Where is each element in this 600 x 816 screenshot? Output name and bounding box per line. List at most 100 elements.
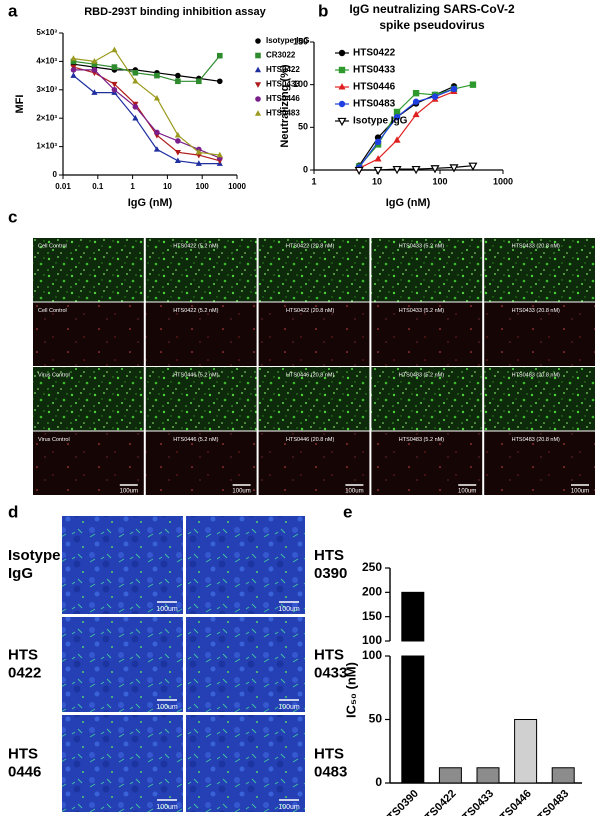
micrograph bbox=[186, 617, 305, 712]
legend-label: HTS0446 bbox=[353, 82, 396, 93]
marker bbox=[111, 46, 118, 53]
marker bbox=[132, 104, 139, 110]
scale-bar-label: 100um bbox=[120, 489, 138, 495]
marker bbox=[216, 151, 223, 158]
panel-letter: c bbox=[8, 207, 17, 226]
series-line bbox=[73, 49, 220, 156]
y-tick-label: 2×10³ bbox=[36, 113, 57, 122]
marker bbox=[154, 72, 160, 79]
legend-label: HTS0422 bbox=[353, 48, 396, 59]
marker bbox=[393, 136, 401, 143]
series-line bbox=[73, 55, 221, 82]
marker bbox=[374, 138, 382, 146]
marker bbox=[153, 94, 161, 101]
scale-bar-label: 100um bbox=[232, 489, 250, 495]
micrograph-label: HTS0433 (5.2 nM) bbox=[399, 243, 444, 249]
micrograph bbox=[484, 302, 595, 366]
y-tick-label: 1×10³ bbox=[36, 142, 57, 151]
micrograph bbox=[145, 367, 257, 431]
micrograph bbox=[484, 367, 595, 431]
legend-marker bbox=[255, 96, 261, 102]
marker bbox=[154, 129, 160, 136]
marker bbox=[70, 67, 77, 73]
y-axis-label: IC₅₀ (nM) bbox=[343, 662, 358, 718]
legend-label: CR3022 bbox=[266, 51, 296, 60]
micrograph-label: HTS0422 (5.2 nM) bbox=[173, 308, 218, 314]
y-tick-label: 0 bbox=[375, 775, 382, 789]
micrograph-label: HTS bbox=[8, 745, 38, 762]
micrograph bbox=[62, 617, 183, 712]
micrograph-label: HTS0483 (20.8 nM) bbox=[512, 437, 560, 443]
y-tick-label: 100 bbox=[362, 648, 382, 662]
chart-title: RBD-293T binding inhibition assay bbox=[84, 6, 266, 18]
micrograph-label: HTS0433 (5.2 nM) bbox=[399, 308, 444, 314]
legend-label: HTS0433 bbox=[353, 65, 396, 76]
y-tick-label: 5×10³ bbox=[36, 28, 57, 37]
x-tick-label: HTS0483 bbox=[530, 788, 571, 816]
scale-bar-label: 100um bbox=[345, 489, 363, 495]
legend-label: HTS0433 bbox=[266, 80, 300, 89]
panel-letter: a bbox=[8, 1, 18, 20]
marker bbox=[70, 58, 77, 65]
marker bbox=[392, 165, 402, 175]
x-axis-label: IgG (nM) bbox=[386, 197, 431, 209]
scale-bar-label: 100um bbox=[278, 606, 300, 613]
marker bbox=[111, 64, 118, 70]
x-tick-label: 1000 bbox=[228, 182, 246, 191]
x-tick-label: 10 bbox=[163, 182, 172, 191]
marker bbox=[374, 155, 382, 162]
marker bbox=[431, 93, 439, 100]
micrograph-label: HTS bbox=[314, 646, 344, 663]
series-line bbox=[73, 69, 221, 159]
legend-label: HTS0483 bbox=[266, 109, 300, 118]
marker bbox=[354, 166, 364, 176]
scale-bar-label: 100um bbox=[278, 704, 300, 711]
micrograph bbox=[484, 238, 595, 302]
panel-letter: b bbox=[318, 1, 328, 20]
scale-bar-label: 100um bbox=[278, 804, 300, 811]
x-axis-label: IgG (nM) bbox=[128, 197, 173, 209]
marker bbox=[412, 90, 420, 97]
micrograph bbox=[371, 302, 483, 366]
micrograph-label: HTS0483 (20.8 nM) bbox=[512, 372, 560, 378]
micrograph-label: HTS0422 (20.8 nM) bbox=[286, 243, 334, 249]
micrograph-label: Cell Control bbox=[38, 243, 67, 249]
bar bbox=[514, 719, 538, 784]
legend-label: HTS0483 bbox=[353, 99, 396, 110]
marker bbox=[174, 157, 181, 164]
marker bbox=[195, 160, 202, 166]
micrograph bbox=[62, 516, 183, 614]
x-tick-label: 1000 bbox=[493, 176, 513, 186]
micrograph bbox=[33, 238, 144, 302]
x-tick-label: 0.01 bbox=[55, 182, 71, 191]
series-line bbox=[358, 88, 455, 168]
series-line bbox=[358, 90, 455, 169]
marker bbox=[111, 87, 118, 93]
series-line bbox=[73, 63, 220, 82]
marker bbox=[175, 78, 181, 85]
legend-marker bbox=[338, 83, 346, 90]
marker bbox=[91, 58, 98, 64]
scale-bar-label: 100um bbox=[571, 489, 589, 495]
micrograph bbox=[371, 238, 483, 302]
micrograph bbox=[186, 516, 305, 614]
marker bbox=[468, 162, 478, 171]
y-tick-label: 250 bbox=[362, 560, 382, 574]
scale-bar-label: 100um bbox=[458, 489, 476, 495]
x-tick-label: HTS0433 bbox=[455, 788, 496, 816]
x-tick-label: 0.1 bbox=[92, 182, 104, 191]
y-tick-label: 0 bbox=[53, 170, 58, 179]
micrograph-label: 0483 bbox=[314, 763, 347, 780]
marker bbox=[132, 69, 139, 76]
marker bbox=[91, 67, 98, 73]
micrograph-label: HTS bbox=[8, 646, 38, 663]
micrograph-label: HTS bbox=[314, 547, 344, 564]
marker bbox=[70, 55, 77, 61]
marker bbox=[216, 52, 223, 59]
y-tick-label: 200 bbox=[362, 585, 382, 599]
micrograph-label: 0446 bbox=[8, 763, 41, 780]
micrograph-label: Virus Control bbox=[38, 437, 70, 443]
micrograph bbox=[258, 238, 370, 302]
micrograph-label: HTS0483 (5.2 nM) bbox=[399, 437, 444, 443]
